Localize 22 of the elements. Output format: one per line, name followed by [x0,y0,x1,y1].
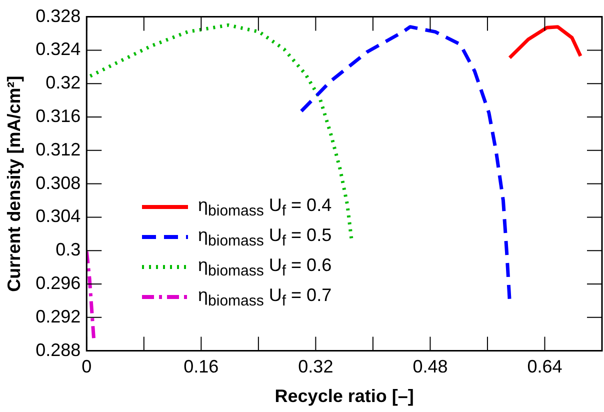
y-tick-label: 0.312 [36,139,81,160]
legend-label: η$_{biomass}$ U$_{f}$ = 0.7 [198,284,332,310]
x-tick-label: 0.64 [527,356,562,377]
legend-label: η$_{biomass}$ U$_{f}$ = 0.5 [198,224,332,250]
x-tick-label: 0.32 [298,356,334,377]
y-tick-label: 0.324 [36,39,81,60]
y-tick-label: 0.3 [56,240,81,260]
y-tick-label: 0.288 [36,340,81,360]
y-tick-label: 0.292 [36,306,81,326]
y-tick-label: 0.308 [36,172,81,193]
y-tick-label: 0.304 [36,206,81,226]
y-axis-title: Current density [mA/cm²] [4,76,24,292]
x-tick-label: 0.16 [184,356,219,377]
x-axis-title: Recycle ratio [–] [274,386,414,406]
legend-label: η$_{biomass}$ U$_{f}$ = 0.6 [198,254,332,280]
x-tick-label: 0.48 [412,356,448,377]
y-tick-label: 0.32 [46,72,81,93]
x-tick-label: 0 [82,356,92,377]
y-tick-label: 0.316 [36,106,81,126]
y-tick-label: 0.328 [36,6,81,26]
legend-label: η$_{biomass}$ U$_{f}$ = 0.4 [198,194,332,220]
y-tick-label: 0.296 [36,272,81,293]
